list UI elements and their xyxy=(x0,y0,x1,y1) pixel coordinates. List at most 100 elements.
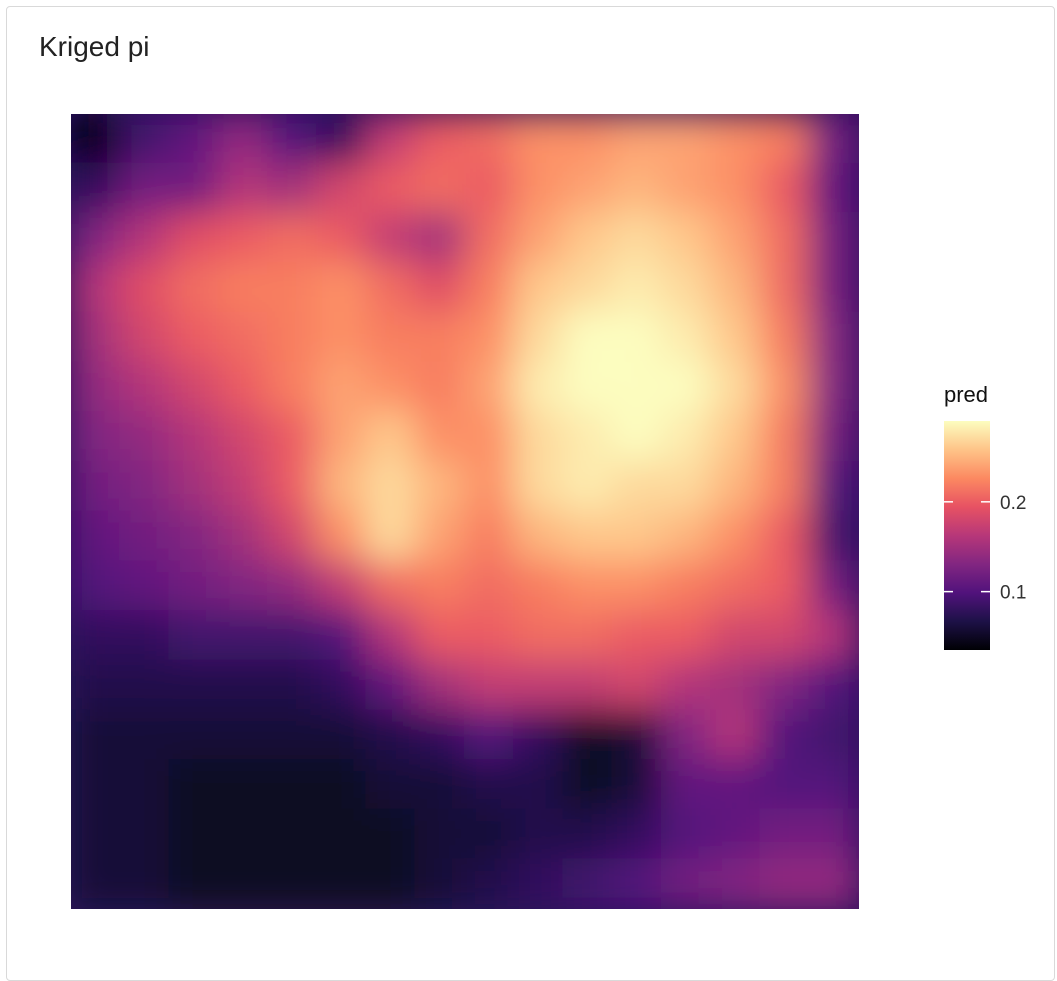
heatmap-cell xyxy=(759,858,811,909)
heatmap-cell xyxy=(661,609,713,662)
heatmap-cell xyxy=(661,758,713,811)
heatmap-cell xyxy=(217,510,269,563)
heatmap-cell xyxy=(661,262,713,314)
heatmap-cell xyxy=(316,560,368,612)
heatmap-cell xyxy=(611,162,663,215)
heatmap-cell xyxy=(464,361,516,414)
heatmap-cell xyxy=(562,609,614,662)
heatmap-cell xyxy=(71,162,122,215)
heatmap-cell xyxy=(217,609,269,662)
heatmap-cell xyxy=(316,262,368,314)
heatmap-cell xyxy=(168,460,220,513)
heatmap-cell xyxy=(759,411,811,463)
heatmap-cell xyxy=(168,162,220,215)
heatmap-cell xyxy=(217,758,269,811)
legend-tick-label: 0.2 xyxy=(1000,493,1026,514)
heatmap-cell xyxy=(71,560,122,612)
heatmap-cell xyxy=(168,311,220,364)
heatmap-cell xyxy=(168,411,220,463)
heatmap-cell xyxy=(71,114,122,165)
heatmap-cell xyxy=(661,858,713,909)
heatmap-cell xyxy=(661,709,713,761)
heatmap-cell xyxy=(808,114,859,165)
heatmap-cell xyxy=(710,212,762,265)
heatmap-cell xyxy=(611,758,663,811)
heatmap-cell xyxy=(365,311,417,364)
heatmap-cell xyxy=(513,162,565,215)
heatmap-cell xyxy=(414,560,466,612)
heatmap-cell xyxy=(365,114,417,165)
heatmap-cell xyxy=(168,709,220,761)
heatmap-cell xyxy=(808,162,859,215)
heatmap-cell xyxy=(611,361,663,414)
heatmap-cell xyxy=(217,114,269,165)
heatmap-cell xyxy=(464,709,516,761)
heatmap-cell xyxy=(759,212,811,265)
heatmap-cell xyxy=(661,460,713,513)
heatmap-cell xyxy=(217,709,269,761)
heatmap-cell xyxy=(562,361,614,414)
heatmap-cell xyxy=(611,411,663,463)
heatmap-cell xyxy=(119,858,171,909)
heatmap-cell xyxy=(71,758,122,811)
heatmap-cell xyxy=(562,858,614,909)
heatmap-cell xyxy=(710,411,762,463)
heatmap-cell xyxy=(513,212,565,265)
heatmap-cell xyxy=(710,262,762,314)
heatmap-cell xyxy=(365,609,417,662)
heatmap-cell xyxy=(710,114,762,165)
heatmap-cell xyxy=(267,361,319,414)
heatmap-cell xyxy=(267,262,319,314)
heatmap-cell xyxy=(661,162,713,215)
heatmap-cell xyxy=(661,659,713,712)
heatmap-cell xyxy=(808,262,859,314)
heatmap-cell xyxy=(119,162,171,215)
heatmap-cell xyxy=(513,114,565,165)
heatmap-cell xyxy=(316,411,368,463)
heatmap-cell xyxy=(316,311,368,364)
heatmap-cell xyxy=(414,162,466,215)
heatmap-cell xyxy=(168,510,220,563)
heatmap-cell xyxy=(611,609,663,662)
heatmap-cell xyxy=(71,858,122,909)
heatmap-cell xyxy=(217,808,269,861)
heatmap-cell xyxy=(808,858,859,909)
heatmap-cell xyxy=(365,212,417,265)
heatmap-cell xyxy=(365,659,417,712)
heatmap-cell xyxy=(611,808,663,861)
heatmap-cell xyxy=(611,262,663,314)
heatmap-cell xyxy=(513,262,565,314)
heatmap-cell xyxy=(71,361,122,414)
heatmap-cell xyxy=(267,560,319,612)
heatmap-cell xyxy=(217,311,269,364)
heatmap-cell xyxy=(464,262,516,314)
heatmap-cell xyxy=(119,609,171,662)
heatmap-cell xyxy=(464,858,516,909)
heatmap-cell xyxy=(710,758,762,811)
color-legend: pred 0.2 0.1 xyxy=(944,382,1026,650)
heatmap-cell xyxy=(168,609,220,662)
heatmap-cell xyxy=(710,162,762,215)
heatmap-cell xyxy=(710,361,762,414)
heatmap-cell xyxy=(759,510,811,563)
heatmap-cell xyxy=(71,709,122,761)
heatmap-cell xyxy=(710,460,762,513)
heatmap-cell xyxy=(513,709,565,761)
heatmap-cell xyxy=(414,411,466,463)
heatmap-cell xyxy=(316,659,368,712)
heatmap-cell xyxy=(710,858,762,909)
heatmap-cell xyxy=(611,659,663,712)
heatmap-cell xyxy=(562,162,614,215)
heatmap-cell xyxy=(414,311,466,364)
heatmap-cell xyxy=(217,361,269,414)
heatmap-cell xyxy=(71,609,122,662)
heatmap-cell xyxy=(119,709,171,761)
heatmap-cell xyxy=(217,162,269,215)
heatmap-cell xyxy=(316,212,368,265)
heatmap-cell xyxy=(414,709,466,761)
heatmap-cell xyxy=(71,510,122,563)
heatmap-cell xyxy=(217,411,269,463)
heatmap-cell xyxy=(661,411,713,463)
heatmap-cell xyxy=(464,510,516,563)
heatmap-cell xyxy=(316,709,368,761)
